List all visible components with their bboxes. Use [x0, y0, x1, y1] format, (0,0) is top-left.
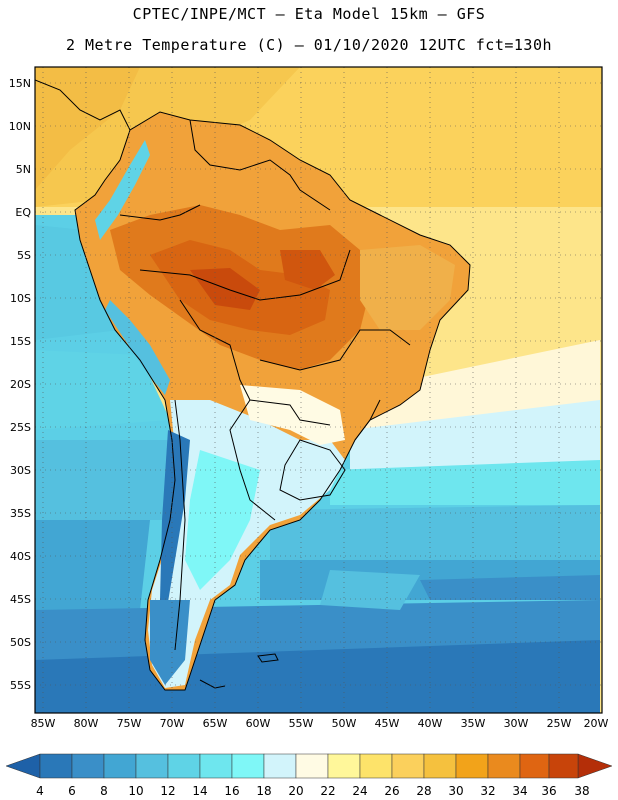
colorbar-label: 22 [320, 784, 335, 798]
lat-tick-label: 10S [10, 292, 31, 305]
lon-axis: 85W 80W 75W 70W 65W 60W 55W 50W 45W 40W … [31, 717, 609, 730]
lon-tick-label: 55W [289, 717, 314, 730]
lat-tick-label: 15S [10, 335, 31, 348]
colorbar-label: 16 [224, 784, 239, 798]
colorbar-bin [455, 753, 489, 779]
title-line-1: CPTEC/INPE/MCT – Eta Model 15km – GFS [132, 5, 486, 23]
colorbar-label: 10 [128, 784, 143, 798]
lon-tick-label: 30W [504, 717, 529, 730]
colorbar-label: 20 [288, 784, 303, 798]
lon-tick-label: 70W [160, 717, 185, 730]
title-line-2: 2 Metre Temperature (C) – 01/10/2020 12U… [65, 36, 553, 54]
colorbar-bin [295, 753, 329, 779]
lon-tick-label: 45W [375, 717, 400, 730]
borders [35, 79, 471, 691]
lon-tick-label: 50W [332, 717, 357, 730]
colorbar: 4 6 8 10 12 14 16 18 20 22 24 26 28 30 3… [5, 753, 613, 798]
lat-axis: 15N 10N 5N EQ 5S 10S 15S 20S 25S 30S 35S… [9, 77, 32, 692]
colorbar-bin [519, 753, 550, 779]
colorbar-label: 36 [541, 784, 556, 798]
colorbar-label: 28 [416, 784, 431, 798]
lat-tick-label: 5S [17, 249, 31, 262]
lon-tick-label: 20W [584, 717, 609, 730]
lat-tick-label: 45S [10, 593, 31, 606]
lat-tick-label: 50S [10, 636, 31, 649]
colorbar-max-arrow [577, 753, 613, 779]
colorbar-bin [199, 753, 233, 779]
lon-tick-label: 85W [31, 717, 56, 730]
lat-tick-label: 30S [10, 464, 31, 477]
colorbar-bin [103, 753, 137, 779]
lat-tick-label: EQ [15, 206, 31, 219]
lon-tick-label: 35W [461, 717, 486, 730]
lat-tick-label: 40S [10, 550, 31, 563]
lon-tick-label: 40W [418, 717, 443, 730]
lat-tick-label: 10N [9, 120, 31, 133]
colorbar-label: 18 [256, 784, 271, 798]
colorbar-label: 32 [480, 784, 495, 798]
colorbar-label: 6 [68, 784, 76, 798]
map-field [35, 67, 602, 713]
lon-tick-label: 60W [246, 717, 271, 730]
lon-tick-label: 25W [547, 717, 572, 730]
colorbar-label: 24 [352, 784, 367, 798]
colorbar-label: 14 [192, 784, 207, 798]
map-frame [34, 66, 603, 714]
colorbar-bin [135, 753, 169, 779]
colorbar-min-arrow [5, 753, 41, 779]
colorbar-bin [71, 753, 105, 779]
colorbar-bin [548, 753, 579, 779]
colorbar-bin [327, 753, 361, 779]
colorbar-bin [359, 753, 393, 779]
lat-tick-label: 25S [10, 421, 31, 434]
colorbar-bin [487, 753, 521, 779]
lon-tick-label: 75W [117, 717, 142, 730]
colorbar-label: 12 [160, 784, 175, 798]
lat-tick-label: 5N [16, 163, 31, 176]
colorbar-label: 30 [448, 784, 463, 798]
colorbar-label: 38 [574, 784, 589, 798]
colorbar-bin [231, 753, 265, 779]
colorbar-label: 26 [384, 784, 399, 798]
colorbar-bin [391, 753, 425, 779]
colorbar-label: 34 [512, 784, 527, 798]
colorbar-label: 4 [36, 784, 44, 798]
lat-tick-label: 20S [10, 378, 31, 391]
lon-tick-label: 65W [203, 717, 228, 730]
lat-tick-label: 55S [10, 679, 31, 692]
lon-tick-label: 80W [74, 717, 99, 730]
lat-tick-label: 15N [9, 77, 31, 90]
lat-tick-label: 35S [10, 507, 31, 520]
colorbar-bin [39, 753, 73, 779]
colorbar-bin [423, 753, 457, 779]
colorbar-bin [167, 753, 201, 779]
colorbar-label: 8 [100, 784, 108, 798]
colorbar-bin [263, 753, 297, 779]
